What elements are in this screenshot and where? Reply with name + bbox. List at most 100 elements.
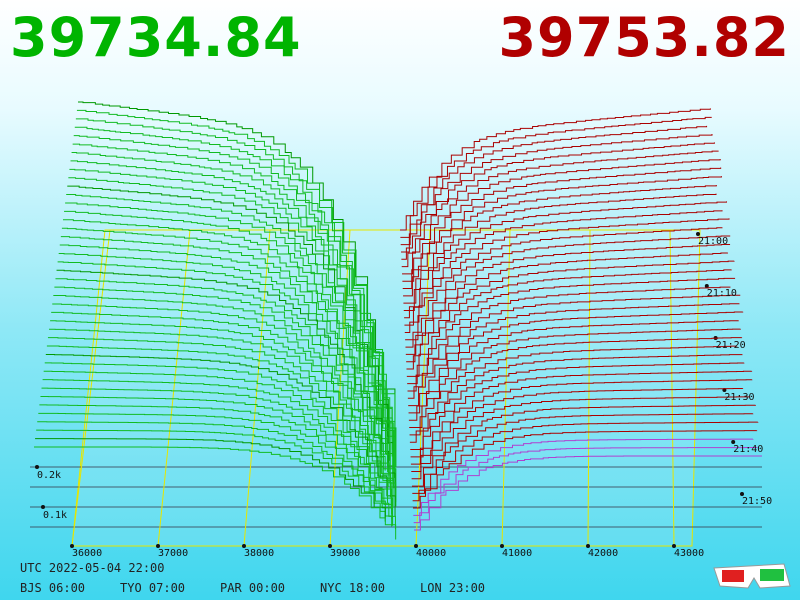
bid-depth-line [72,143,393,450]
price-label: 43000 [674,548,704,559]
tick-dot [672,544,676,548]
ask-depth-line [402,176,722,290]
bid-depth-line [59,244,394,480]
ask-depth-line [409,345,738,436]
price-label: 41000 [502,548,532,559]
bid-depth-line [65,202,396,478]
tick-dot [156,544,160,548]
ask-depth-line [410,362,745,451]
tick-dot [242,544,246,548]
ask-depth-line [413,438,754,516]
bid-depth-line [43,370,388,503]
tick-dot [414,544,418,548]
ask-depth-line [409,337,743,429]
ask-depth-line [405,243,731,348]
price-label: 42000 [588,548,618,559]
ask-depth-line [402,167,722,282]
ask-depth-line [411,387,744,472]
price-grid-line [669,229,675,547]
ask-depth-line [400,116,712,238]
ask-depth-line [408,320,739,414]
bid-depth-line [68,177,396,473]
bid-depth-line [56,269,396,496]
bid-depth-line [60,236,388,455]
bid-depth-line [46,345,394,509]
bid-depth-line [41,387,393,519]
price-grid-line [157,229,191,547]
ask-depth-line [402,159,721,275]
time-label: 21:20 [716,340,746,351]
bid-depth-line [71,151,385,411]
ask-depth-line [406,269,732,370]
tick-dot [740,492,744,496]
bid-depth-line [62,219,395,479]
ask-depth-line [403,193,717,304]
ask-depth-line [401,142,715,260]
ask-depth-line [404,218,730,326]
tick-dot [70,544,74,548]
ask-depth-line [410,370,753,458]
time-label: 21:30 [724,392,754,403]
bid-depth-line [38,412,394,526]
bid-depth-line [73,135,397,468]
bid-depth-line [64,210,391,460]
bid-depth-line [76,109,393,439]
bid-depth-line [49,328,392,498]
price-label: 40000 [416,548,446,559]
bid-depth-line [42,379,393,515]
bid-depth-line [50,320,392,495]
ask-depth-line [401,150,719,268]
ask-depth-line [404,227,723,333]
ask-depth-line [414,455,762,531]
bid-depth-line [57,261,395,489]
ask-depth-line [411,396,750,480]
ask-depth-line [412,421,759,502]
ask-depth-line [411,404,756,487]
price-label: 38000 [244,548,274,559]
ask-depth-line [400,125,708,246]
bid-price: 39734.84 [10,6,302,69]
ask-depth-line [413,447,758,524]
bid-depth-line [52,303,397,507]
time-label: 21:10 [707,288,737,299]
ask-depth-line [412,413,754,494]
ask-depth-line [410,379,753,465]
ask-depth-line [400,108,711,231]
bid-depth-line [67,185,394,467]
volume-label: 0.2k [37,470,61,481]
price-grid-line [243,229,271,547]
ask-depth-line [408,328,741,421]
zone-time: BJS 06:00 [20,581,85,595]
bid-depth-line [36,429,386,519]
tick-dot [41,505,45,509]
ask-depth-line [404,210,723,319]
bid-depth-line [51,311,390,488]
bid-depth-line [75,118,391,429]
bid-depth-line [35,438,386,522]
zone-time: TYO 07:00 [120,581,185,595]
tick-dot [35,465,39,469]
tick-dot [328,544,332,548]
volume-label: 0.1k [43,510,67,521]
ask-depth-line [401,133,713,253]
glasses-icon [713,563,791,589]
zone-time: PAR 00:00 [220,581,285,595]
bid-depth-line [66,194,394,469]
ask-depth-line [407,303,740,399]
bid-depth-line [37,421,393,527]
price-grid-line [587,229,591,547]
bid-depth-line [45,353,396,517]
tick-dot [586,544,590,548]
bid-depth-line [61,227,390,461]
tick-dot [696,232,700,236]
ask-depth-line [406,260,735,363]
bid-depth-line [40,396,393,520]
zone-time: NYC 18:00 [320,581,385,595]
time-label: 21:00 [698,236,728,247]
ask-depth-line [407,286,731,385]
bid-depth-line [58,252,391,474]
utc-time: UTC 2022-05-04 22:00 [20,561,165,575]
ask-depth-line [408,311,744,407]
